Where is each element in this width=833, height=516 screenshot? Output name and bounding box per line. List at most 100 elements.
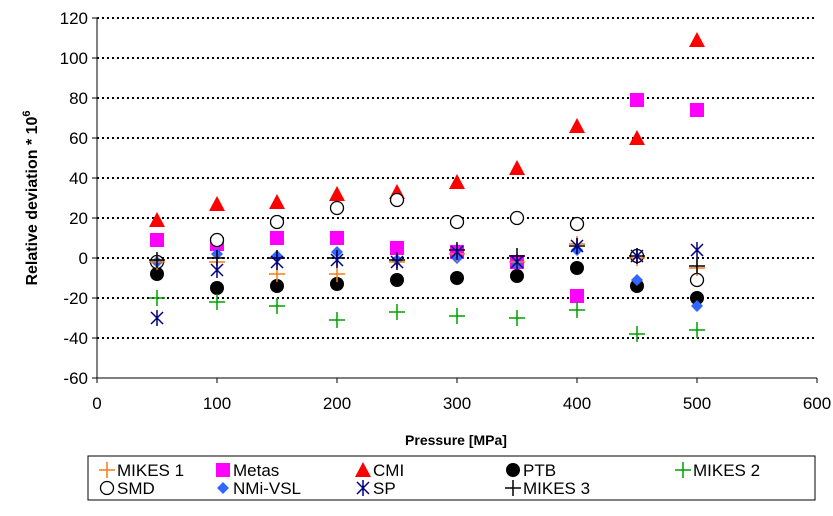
- y-tick-label: 120: [60, 9, 88, 28]
- data-point-sp: [210, 262, 224, 278]
- y-tick-label: -60: [63, 369, 88, 388]
- data-point-metas: [270, 231, 284, 245]
- data-point-ptb: [450, 271, 464, 285]
- data-point-ptb: [390, 273, 404, 287]
- series-cmi: [149, 32, 705, 227]
- data-point-ptb: [510, 269, 524, 283]
- y-axis-label-superscript: 6: [21, 110, 33, 116]
- data-point-sp: [450, 244, 464, 260]
- legend-label-metas: Metas: [233, 461, 279, 480]
- data-point-ptb: [210, 281, 224, 295]
- legend-label-nmi-vsl: NMi-VSL: [233, 479, 301, 498]
- legend-marker-cmi: [355, 462, 371, 477]
- legend-marker-mikes-3: [505, 480, 521, 496]
- data-point-sp: [690, 242, 704, 258]
- legend-marker-mikes-2: [675, 462, 691, 478]
- x-tick-label: 300: [443, 394, 471, 413]
- data-point-mikes-1: [329, 266, 345, 282]
- legend-label-mikes-3: MIKES 3: [523, 479, 590, 498]
- y-tick-label: -20: [63, 289, 88, 308]
- data-point-smd: [569, 216, 585, 232]
- legend-label-smd: SMD: [117, 479, 155, 498]
- legend-item-sp: SP: [356, 479, 396, 498]
- data-point-ptb: [150, 267, 164, 281]
- data-point-nmi-vsl: [631, 274, 643, 286]
- legend-marker-nmi-vsl: [217, 482, 229, 494]
- data-point-sp: [570, 238, 584, 254]
- legend-marker-ptb: [506, 463, 520, 477]
- data-point-cmi: [689, 32, 705, 47]
- legend-marker-sp: [356, 480, 370, 496]
- data-point-mikes-2: [629, 326, 645, 342]
- data-point-mikes-3: [689, 258, 705, 274]
- data-point-ptb: [270, 279, 284, 293]
- y-axis-label-main: Relative deviation * 10: [24, 116, 41, 285]
- y-tick-label: 60: [69, 129, 88, 148]
- data-point-sp: [630, 248, 644, 264]
- legend-item-ptb: PTB: [506, 461, 556, 480]
- data-point-sp: [270, 254, 284, 270]
- data-point-sp: [390, 254, 404, 270]
- legend-item-cmi: CMI: [355, 461, 404, 480]
- data-point-mikes-2: [569, 302, 585, 318]
- x-tick-label: 100: [203, 394, 231, 413]
- y-tick-label: 20: [69, 209, 88, 228]
- series-metas: [150, 93, 704, 303]
- series-nmi-vsl: [151, 244, 703, 312]
- data-point-cmi: [209, 196, 225, 211]
- data-point-ptb: [330, 277, 344, 291]
- y-tick-labels: -60 -40 -20 0 20 40 60 80 100 120: [60, 9, 88, 388]
- x-tick-label: 200: [323, 394, 351, 413]
- data-point-smd: [209, 232, 225, 248]
- x-tick-label: 400: [563, 394, 591, 413]
- y-axis-label: Relative deviation * 106: [21, 110, 41, 285]
- legend-label-mikes-1: MIKES 1: [117, 461, 184, 480]
- legend-item-nmi-vsl: NMi-VSL: [217, 479, 301, 498]
- legend-item-metas: Metas: [216, 461, 279, 480]
- data-point-sp: [150, 310, 164, 326]
- data-point-smd: [329, 200, 345, 216]
- data-point-sp: [510, 254, 524, 270]
- legend-label-ptb: PTB: [523, 461, 556, 480]
- legend-marker-mikes-1: [99, 462, 115, 478]
- data-point-metas: [150, 233, 164, 247]
- legend-marker-smd: [99, 480, 115, 496]
- data-point-cmi: [149, 212, 165, 227]
- data-point-mikes-2: [209, 294, 225, 310]
- data-point-cmi: [629, 130, 645, 145]
- y-tick-label: -40: [63, 329, 88, 348]
- legend-label-mikes-2: MIKES 2: [693, 461, 760, 480]
- data-point-cmi: [449, 174, 465, 189]
- data-point-mikes-2: [329, 312, 345, 328]
- data-point-cmi: [569, 118, 585, 133]
- data-point-mikes-2: [449, 308, 465, 324]
- data-point-mikes-2: [509, 310, 525, 326]
- x-tick-label: 0: [92, 394, 101, 413]
- y-tick-label: 40: [69, 169, 88, 188]
- data-point-metas: [390, 241, 404, 255]
- data-point-metas: [630, 93, 644, 107]
- x-tick-label: 500: [683, 394, 711, 413]
- legend-item-mikes-1: MIKES 1: [99, 461, 184, 480]
- legend-item-mikes-2: MIKES 2: [675, 461, 760, 480]
- data-point-mikes-2: [149, 290, 165, 306]
- data-point-metas: [330, 231, 344, 245]
- data-point-ptb: [690, 291, 704, 305]
- series-mikes-2: [149, 290, 705, 342]
- y-tick-label: 100: [60, 49, 88, 68]
- series-smd: [149, 192, 705, 288]
- data-point-smd: [389, 192, 405, 208]
- data-point-smd: [269, 214, 285, 230]
- data-point-cmi: [509, 160, 525, 175]
- legend-item-mikes-3: MIKES 3: [505, 479, 590, 498]
- series-mikes-3: [149, 238, 705, 274]
- y-tick-label: 80: [69, 89, 88, 108]
- data-point-nmi-vsl: [691, 300, 703, 312]
- x-axis-label: Pressure [MPa]: [405, 432, 507, 448]
- data-point-metas: [570, 289, 584, 303]
- data-point-mikes-2: [689, 322, 705, 338]
- data-point-mikes-2: [269, 298, 285, 314]
- data-point-sp: [330, 252, 344, 268]
